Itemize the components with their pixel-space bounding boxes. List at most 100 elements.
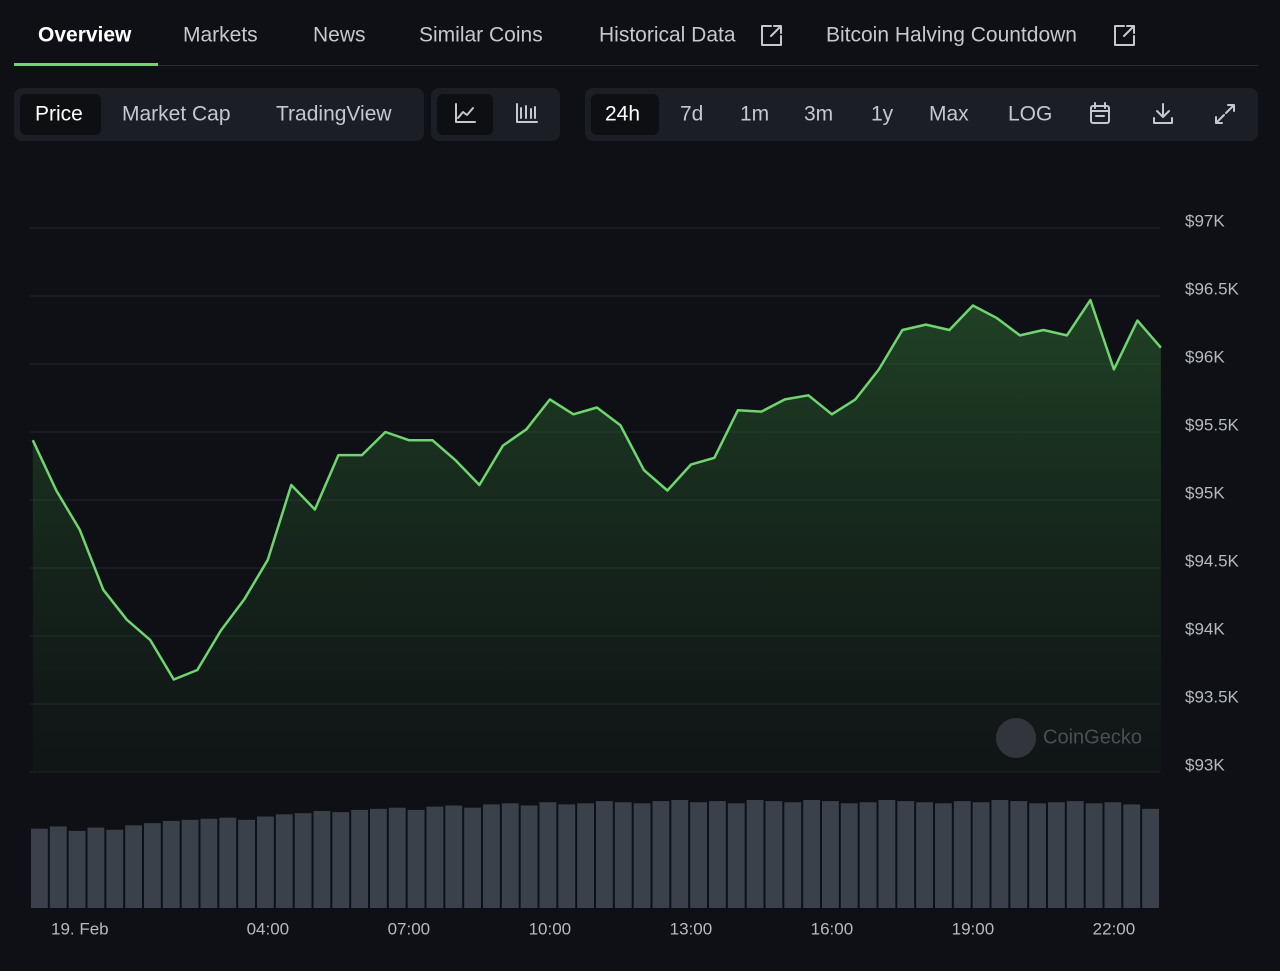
volume-bar [859,802,877,908]
price-area [32,300,1161,772]
volume-bar [370,808,387,908]
range-button[interactable]: 24h [605,103,640,126]
external-link-icon [1114,25,1135,46]
tab[interactable]: Bitcoin Halving Countdown [826,24,1077,47]
y-tick-label: $96.5K [1185,279,1240,298]
tab[interactable]: Historical Data [599,24,736,47]
volume-bar [803,800,820,908]
volume-bar [1066,801,1084,908]
volume-bar [822,801,839,908]
volume-bar [1123,804,1141,908]
tab[interactable]: Overview [38,24,132,47]
tab[interactable]: Markets [183,24,258,47]
x-tick-label: 13:00 [670,919,713,938]
volume-bar [1029,803,1046,908]
watermark-logo [996,718,1036,758]
volume-bar [1142,808,1159,908]
volume-bar [407,809,425,908]
view-button[interactable]: Market Cap [122,103,231,126]
fullscreen-icon[interactable] [1215,104,1235,124]
range-button[interactable]: 1y [871,103,894,126]
volume-bar [652,801,670,908]
x-tick-label: 16:00 [811,919,854,938]
x-tick-label: 19. Feb [51,919,109,938]
y-tick-label: $97K [1185,211,1225,230]
range-button[interactable]: 1m [740,103,769,126]
volume-bar [671,800,689,908]
volume-bar [727,803,745,908]
volume-bar [746,800,764,908]
line-chart-icon[interactable] [455,103,476,123]
x-tick-label: 07:00 [388,919,431,938]
volume-bar [916,802,933,908]
watermark: CoinGecko [1043,726,1142,748]
volume-bar [709,801,726,908]
volume-bar [520,805,538,908]
volume-bar [426,806,444,908]
volume-bar [633,803,651,908]
volume-bar [238,819,255,908]
candle-chart-icon[interactable] [516,103,538,123]
volume-bar [935,803,952,908]
volume-bar [351,809,368,908]
tab[interactable]: News [313,24,366,47]
volume-bar [275,814,293,908]
volume-bar [1048,802,1065,908]
range-button[interactable]: 3m [804,103,833,126]
volume-bar [68,830,86,908]
range-button[interactable]: 7d [680,103,703,126]
volume-bar [558,804,576,908]
volume-bar [31,828,48,908]
volume-bar [162,820,180,908]
volume-bar [219,817,237,908]
external-link-icon [761,25,782,46]
volume-bar [125,825,142,908]
volume-bar [445,805,463,908]
volume-bar [614,802,632,908]
volume-bar [49,826,67,908]
volume-bar [388,807,406,908]
active-tab-indicator [14,63,158,66]
y-tick-label: $96K [1185,347,1225,366]
volume-bar [313,811,331,908]
x-tick-label: 10:00 [529,919,572,938]
range-button[interactable]: Max [929,103,969,126]
volume-bar [1104,802,1122,908]
volume-bar [897,801,915,908]
view-button[interactable]: TradingView [276,103,392,126]
volume-bar [464,807,481,908]
volume-bar [765,801,783,908]
tab[interactable]: Similar Coins [419,24,543,47]
volume-bar [181,819,199,908]
volume-bar [972,802,990,908]
volume-bar [1085,803,1103,908]
volume-bar [784,802,802,908]
download-icon[interactable] [1153,103,1173,124]
x-tick-label: 04:00 [247,919,290,938]
x-tick-label: 19:00 [952,919,995,938]
volume-bar [87,827,105,908]
range-group [585,88,1258,141]
y-tick-label: $94K [1185,619,1225,638]
y-tick-label: $95K [1185,483,1225,502]
volume-bar [577,803,594,908]
view-button[interactable]: Price [35,103,83,126]
volume-bar [257,816,274,908]
volume-bar [144,823,161,908]
range-button[interactable]: LOG [1008,103,1052,126]
view-group [14,88,424,141]
volume-bar [483,804,500,908]
calendar-icon[interactable] [1090,102,1110,124]
volume-bar [106,829,124,908]
volume-bar [840,803,858,908]
y-tick-label: $94.5K [1185,551,1240,570]
y-tick-label: $95.5K [1185,415,1240,434]
price-line [31,298,1162,681]
volume-bar [1010,801,1028,908]
volume-bar [596,801,613,908]
volume-bar [501,803,519,908]
tab-divider [14,65,1258,66]
volume-bar [690,802,707,908]
volume-bar [878,800,896,908]
